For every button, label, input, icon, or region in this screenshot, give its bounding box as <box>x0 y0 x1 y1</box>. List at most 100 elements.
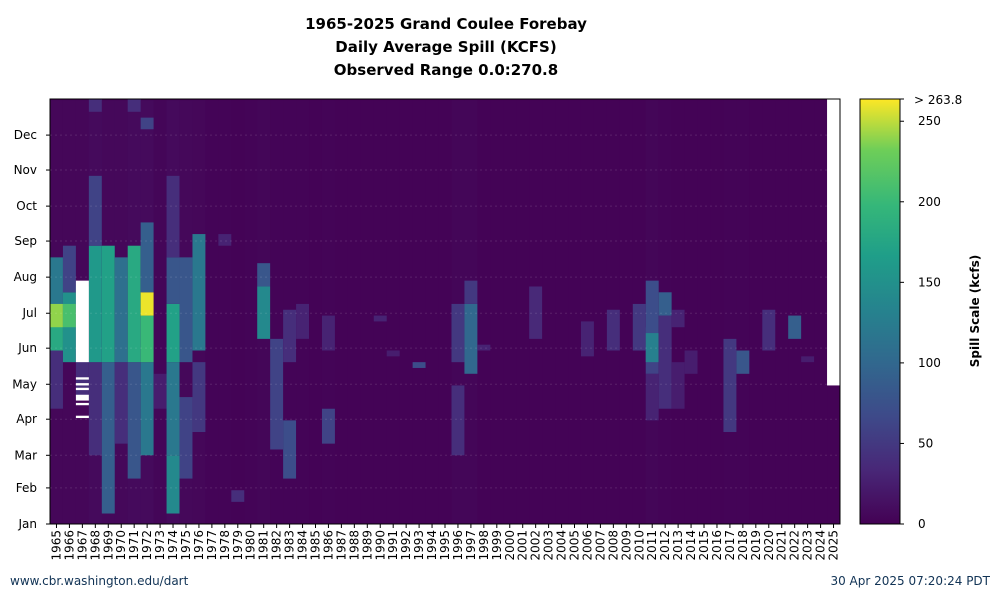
x-tick-label: 1999 <box>490 530 504 561</box>
heatmap-cell-1993 <box>412 100 426 524</box>
heatmap-cell-1975 <box>179 397 193 479</box>
y-tick-label: Apr <box>16 412 37 426</box>
x-tick-label: 1979 <box>231 530 245 561</box>
x-tick-label: 2012 <box>658 530 672 561</box>
heatmap-cell-1972 <box>140 292 154 316</box>
heatmap-cell-1991 <box>386 100 400 524</box>
x-tick-label: 2005 <box>568 530 582 561</box>
x-tick-label: 1986 <box>321 530 335 561</box>
heatmap-cell-1986 <box>321 100 336 524</box>
heatmap-cell-2024 <box>814 100 828 524</box>
heatmap-cell-2009 <box>619 100 634 524</box>
y-tick-label: May <box>12 377 37 391</box>
heatmap-cell-2020 <box>762 309 776 351</box>
heatmap-cell-1976 <box>192 362 206 433</box>
x-tick-label: 2004 <box>555 530 569 561</box>
heatmap-cell-1996 <box>451 303 465 363</box>
heatmap-cell-1966 <box>62 303 77 328</box>
heatmap-cell-1981 <box>257 286 271 339</box>
x-tick-label: 1974 <box>166 530 180 561</box>
x-tick-label: 2000 <box>503 530 517 561</box>
chart-title: 1965-2025 Grand Coulee Forebay Daily Ave… <box>305 15 587 79</box>
colorbar-ticks: 0 50 100 150 200 250 <box>900 98 941 531</box>
footer-source-link[interactable]: www.cbr.washington.edu/dart <box>10 574 189 588</box>
x-tick-label: 2015 <box>697 530 711 561</box>
heatmap-cell-1999 <box>490 100 504 524</box>
y-tick-label: Mar <box>14 448 37 462</box>
heatmap-cell-1998 <box>477 100 491 524</box>
x-tick-label: 1998 <box>477 530 491 561</box>
heatmap-cell-2012 <box>658 292 672 316</box>
heatmap-cell-1969 <box>101 362 116 514</box>
colorbar-tick-label: 100 <box>918 356 941 370</box>
heatmap-cell-1971 <box>127 245 141 363</box>
heatmap-cell-2006 <box>580 100 595 524</box>
x-tick-label: 1966 <box>62 530 76 561</box>
colorbar-tick-label: 250 <box>918 114 941 128</box>
heatmap-cell-1985 <box>309 100 323 524</box>
colorbar-title: Spill Scale (kcfs) <box>968 255 982 367</box>
heatmap-cell-1983 <box>283 420 297 479</box>
heatmap-cell-1986 <box>321 315 336 351</box>
heatmap-cell-1970 <box>114 257 128 363</box>
x-tick-label: 2014 <box>684 530 698 561</box>
heatmap-cell-1968 <box>88 362 103 456</box>
heatmap-cell-2019 <box>749 100 763 524</box>
missing-data-1967 <box>75 394 89 401</box>
y-tick-label: Oct <box>16 199 37 213</box>
title-line-3: Observed Range 0.0:270.8 <box>334 61 558 79</box>
x-tick-label: 1978 <box>218 530 232 561</box>
heatmap-cell-2018 <box>736 100 750 524</box>
x-tick-label: 1990 <box>373 530 387 561</box>
heatmap-cell-1991 <box>386 350 400 357</box>
colorbar-max-label: > 263.8 <box>914 93 962 107</box>
heatmap-cell-1969 <box>101 245 116 363</box>
heatmap-cell-2016 <box>710 100 724 524</box>
x-tick-label: 1973 <box>153 530 167 561</box>
heatmap-cell-2010 <box>632 303 647 351</box>
x-tick-label: 1971 <box>127 530 141 561</box>
heatmap-cell-1997 <box>464 280 478 304</box>
heatmap-cell-1986 <box>321 408 336 444</box>
x-tick-label: 2022 <box>788 530 802 561</box>
heatmap-cell-1966 <box>62 292 77 363</box>
x-tick-label: 1991 <box>386 530 400 561</box>
x-tick-label: 2002 <box>529 530 543 561</box>
heatmap-cell-1972 <box>140 362 154 456</box>
x-axis: 1965196619671968196919701971197219731974… <box>49 524 841 561</box>
heatmap-cell-2015 <box>697 100 711 524</box>
heatmap-cell-1980 <box>244 100 258 524</box>
heatmap-cell-2011 <box>645 333 659 363</box>
colorbar-gradient <box>859 98 901 525</box>
heatmap-cell-1971 <box>127 99 141 112</box>
y-tick-label: Jul <box>22 306 37 320</box>
heatmap-cell-2003 <box>542 100 556 524</box>
y-tick-label: Sep <box>14 234 37 248</box>
heatmap-cell-1968 <box>88 175 103 246</box>
heatmap-cell-2011 <box>645 280 659 334</box>
y-tick-label: Jun <box>17 341 37 355</box>
heatmap-cell-1968 <box>88 245 103 363</box>
heatmap-cell-2018 <box>736 350 750 374</box>
x-tick-label: 1981 <box>257 530 271 561</box>
x-tick-label: 1975 <box>179 530 193 561</box>
colorbar: 0 50 100 150 200 250 > 263.8 Spill Scale (kcf… <box>859 93 982 531</box>
x-tick-label: 2003 <box>542 530 556 561</box>
heatmap-cells <box>50 99 841 524</box>
x-tick-label: 1992 <box>399 530 413 561</box>
x-tick-label: 2009 <box>619 530 633 561</box>
heatmap-cell-2001 <box>516 100 530 524</box>
x-tick-label: 2006 <box>580 530 594 561</box>
x-tick-label: 1965 <box>49 530 63 561</box>
heatmap-cell-2008 <box>606 309 621 351</box>
x-tick-label: 2024 <box>814 530 828 561</box>
heatmap-cell-1965 <box>50 338 64 409</box>
x-tick-label: 2020 <box>762 530 776 561</box>
x-tick-label: 2021 <box>775 530 789 561</box>
colorbar-tick-label: 50 <box>918 436 933 450</box>
x-tick-label: 1976 <box>192 530 206 561</box>
x-tick-label: 1988 <box>347 530 361 561</box>
heatmap-cell-1974 <box>166 257 180 304</box>
heatmap-cell-1965 <box>50 257 64 304</box>
